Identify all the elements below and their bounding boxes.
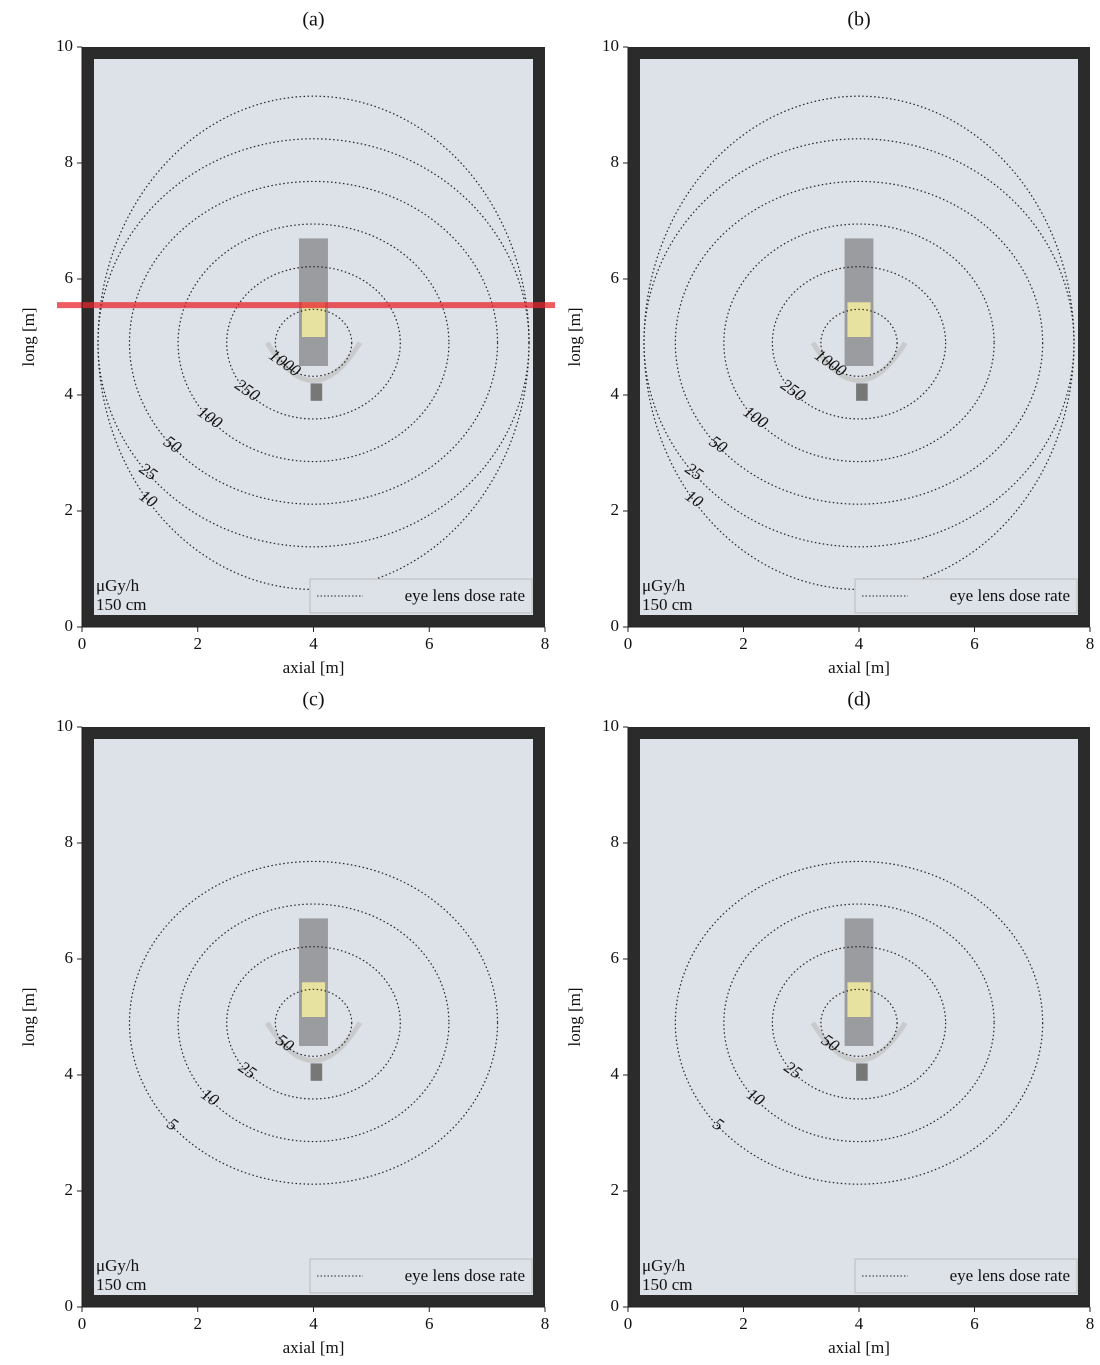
x-tick-label: 0 xyxy=(78,634,87,653)
x-tick-label: 4 xyxy=(855,634,864,653)
chart-title: (c) xyxy=(302,689,324,711)
legend-label: eye lens dose rate xyxy=(950,586,1070,605)
x-tick-label: 2 xyxy=(739,1314,748,1333)
x-axis-label: axial [m] xyxy=(283,1338,345,1357)
y-tick-label: 0 xyxy=(611,1296,620,1315)
x-tick-label: 8 xyxy=(541,1314,550,1333)
chart-title: (b) xyxy=(847,9,870,31)
y-tick-label: 8 xyxy=(65,832,74,851)
y-tick-label: 6 xyxy=(611,948,620,967)
y-tick-label: 2 xyxy=(65,500,74,519)
table xyxy=(856,1063,868,1080)
x-tick-label: 4 xyxy=(309,634,318,653)
x-tick-label: 6 xyxy=(425,634,434,653)
y-tick-label: 8 xyxy=(611,832,620,851)
x-tick-label: 8 xyxy=(1086,1314,1095,1333)
x-tick-label: 0 xyxy=(78,1314,87,1333)
y-tick-label: 10 xyxy=(602,716,619,735)
unit-note: μGy/h xyxy=(642,576,686,595)
x-tick-label: 6 xyxy=(425,1314,434,1333)
y-tick-label: 4 xyxy=(65,384,74,403)
x-tick-label: 8 xyxy=(541,634,550,653)
legend-label: eye lens dose rate xyxy=(405,586,525,605)
x-tick-label: 0 xyxy=(624,634,633,653)
legend-label: eye lens dose rate xyxy=(405,1266,525,1285)
y-tick-label: 4 xyxy=(611,1064,620,1083)
y-tick-label: 0 xyxy=(611,616,620,635)
unit-note: μGy/h xyxy=(96,1256,140,1275)
y-tick-label: 0 xyxy=(65,1296,74,1315)
y-tick-label: 2 xyxy=(65,1180,74,1199)
y-tick-label: 0 xyxy=(65,616,74,635)
height-note: 150 cm xyxy=(642,595,693,614)
x-tick-label: 2 xyxy=(739,634,748,653)
y-tick-label: 6 xyxy=(65,268,74,287)
x-tick-label: 6 xyxy=(970,634,979,653)
y-tick-label: 10 xyxy=(602,36,619,55)
figure: 1000250100502510eye lens dose rateμGy/h1… xyxy=(0,0,1100,1365)
y-tick-label: 8 xyxy=(611,152,620,171)
x-axis-label: axial [m] xyxy=(828,658,890,677)
y-tick-label: 2 xyxy=(611,500,620,519)
y-tick-label: 6 xyxy=(65,948,74,967)
table xyxy=(311,1063,323,1080)
x-tick-label: 4 xyxy=(309,1314,318,1333)
height-note: 150 cm xyxy=(96,595,147,614)
y-tick-label: 8 xyxy=(65,152,74,171)
x-axis-label: axial [m] xyxy=(283,658,345,677)
x-tick-label: 2 xyxy=(194,634,203,653)
y-tick-label: 10 xyxy=(56,716,73,735)
y-tick-label: 2 xyxy=(611,1180,620,1199)
x-tick-label: 8 xyxy=(1086,634,1095,653)
chart-title: (d) xyxy=(847,689,870,711)
x-tick-label: 2 xyxy=(194,1314,203,1333)
unit-note: μGy/h xyxy=(96,576,140,595)
y-axis-label: long [m] xyxy=(19,987,38,1046)
table xyxy=(856,383,868,400)
y-axis-label: long [m] xyxy=(19,307,38,366)
unit-note: μGy/h xyxy=(642,1256,686,1275)
height-note: 150 cm xyxy=(642,1275,693,1294)
device-head xyxy=(847,302,870,337)
device-head xyxy=(302,982,325,1017)
y-axis-label: long [m] xyxy=(565,987,584,1046)
x-tick-label: 6 xyxy=(970,1314,979,1333)
y-tick-label: 10 xyxy=(56,36,73,55)
height-note: 150 cm xyxy=(96,1275,147,1294)
x-axis-label: axial [m] xyxy=(828,1338,890,1357)
y-tick-label: 6 xyxy=(611,268,620,287)
y-tick-label: 4 xyxy=(65,1064,74,1083)
y-tick-label: 4 xyxy=(611,384,620,403)
y-axis-label: long [m] xyxy=(565,307,584,366)
x-tick-label: 0 xyxy=(624,1314,633,1333)
legend-label: eye lens dose rate xyxy=(950,1266,1070,1285)
device-head xyxy=(847,982,870,1017)
chart-title: (a) xyxy=(302,9,324,31)
table xyxy=(311,383,323,400)
x-tick-label: 4 xyxy=(855,1314,864,1333)
